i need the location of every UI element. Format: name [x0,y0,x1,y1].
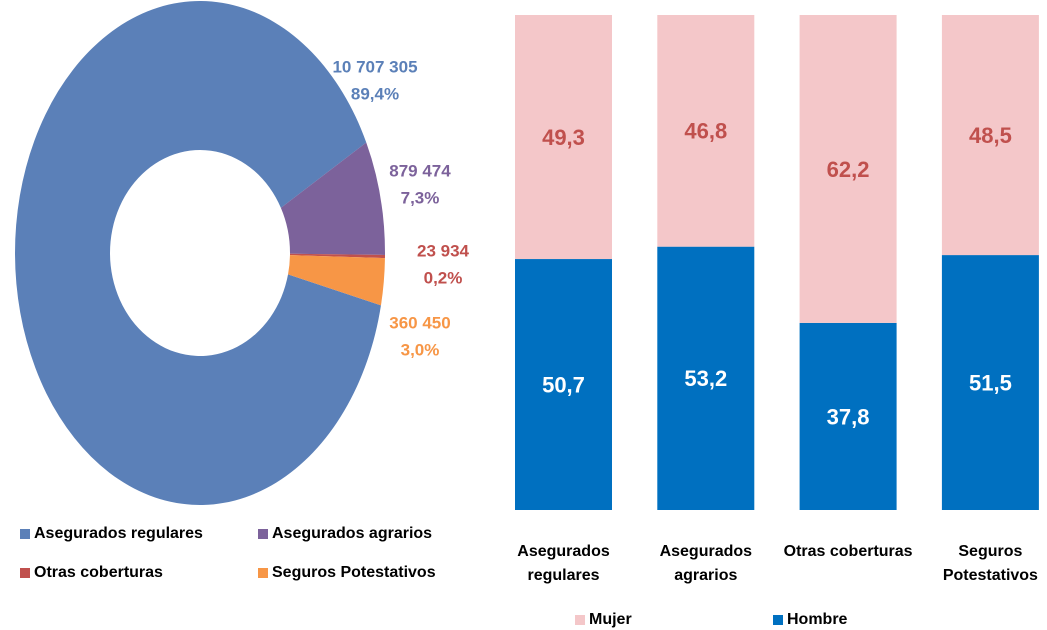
bar-label: 37,8 [827,404,870,429]
value-label: 23 934 [417,241,470,260]
bar-segment [657,15,755,247]
bar-label: 49,3 [542,125,585,150]
legend-label: Asegurados agrarios [272,525,432,542]
bar-label: 50,7 [542,372,585,397]
bar-segment [941,255,1039,510]
percent-label: 0,2% [424,268,463,287]
bar-segment [515,259,612,510]
bar-label: 62,2 [827,157,870,182]
legend-swatch [773,615,783,625]
legend-label: Asegurados regulares [34,525,203,542]
legend-swatch [258,529,268,539]
value-label: 879 474 [389,161,451,180]
bar-segment [799,322,897,510]
legend-label: Mujer [589,611,632,628]
x-tick-label: Seguros Potestativos [942,543,1038,584]
donut-slice [280,142,385,255]
bar-label: 53,2 [684,366,727,391]
value-label: 360 450 [389,313,450,332]
legend-label: Seguros Potestativos [272,564,436,581]
bar-label: 51,5 [969,370,1012,395]
x-tick-label: Otras coberturas [783,543,913,560]
legend-swatch [20,529,30,539]
legend-swatch [575,615,585,625]
x-tick-label: Asegurados regulares [517,543,610,584]
legend-label: Otras coberturas [34,564,163,581]
donut-slice [15,0,381,505]
bar-label: 48,5 [969,123,1012,148]
legend-label: Hombre [787,611,848,628]
legend-swatch [20,568,30,578]
bar-segment [799,15,897,323]
bar-label: 46,8 [684,119,727,144]
bar-segment [657,246,755,510]
bar-segment [515,15,612,260]
bar-segment [941,15,1039,256]
x-tick-label: Asegurados agrarios [659,543,753,584]
value-label: 10 707 305 [332,57,417,76]
percent-label: 3,0% [401,340,440,359]
percent-label: 89,4% [351,84,399,103]
percent-label: 7,3% [401,188,440,207]
donut-slice [288,255,385,306]
legend-swatch [258,568,268,578]
donut-slice [289,253,385,259]
